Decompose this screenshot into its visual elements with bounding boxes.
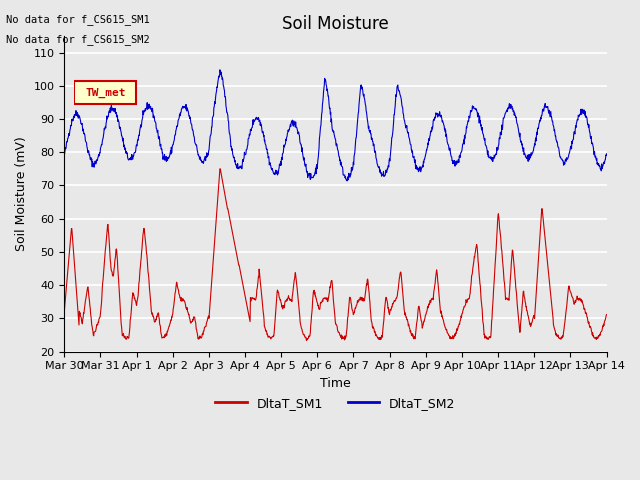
DltaT_SM2 (216, 67, 224, 72)
Title: Soil Moisture: Soil Moisture (282, 15, 388, 33)
Text: No data for f_CS615_SM1: No data for f_CS615_SM1 (6, 14, 150, 25)
Text: TW_met: TW_met (85, 87, 126, 97)
DltaT_SM1 (242, 297, 250, 303)
Text: No data for f_CS615_SM2: No data for f_CS615_SM2 (6, 34, 150, 45)
Legend: DltaT_SM1, DltaT_SM2: DltaT_SM1, DltaT_SM2 (211, 392, 461, 415)
DltaT_SM2 (181, 104, 189, 110)
DltaT_SM2 (60, 151, 68, 157)
FancyBboxPatch shape (74, 81, 136, 104)
DltaT_SM1 (539, 214, 547, 219)
DltaT_SM1 (303, 337, 310, 343)
Line: DltaT_SM1: DltaT_SM1 (64, 169, 607, 340)
DltaT_SM2 (168, 150, 175, 156)
DltaT_SM1 (420, 319, 428, 324)
Line: DltaT_SM2: DltaT_SM2 (64, 70, 607, 181)
DltaT_SM2 (242, 151, 250, 157)
X-axis label: Time: Time (320, 377, 351, 390)
DltaT_SM1 (168, 314, 175, 320)
DltaT_SM1 (181, 299, 189, 305)
DltaT_SM2 (539, 106, 547, 112)
DltaT_SM1 (60, 309, 68, 314)
Y-axis label: Soil Moisture (mV): Soil Moisture (mV) (15, 136, 28, 251)
DltaT_SM1 (491, 263, 499, 269)
DltaT_SM2 (491, 153, 499, 158)
DltaT_SM1 (216, 166, 224, 172)
DltaT_SM2 (603, 151, 611, 156)
DltaT_SM2 (420, 156, 428, 162)
DltaT_SM1 (603, 312, 611, 317)
DltaT_SM2 (344, 178, 351, 184)
